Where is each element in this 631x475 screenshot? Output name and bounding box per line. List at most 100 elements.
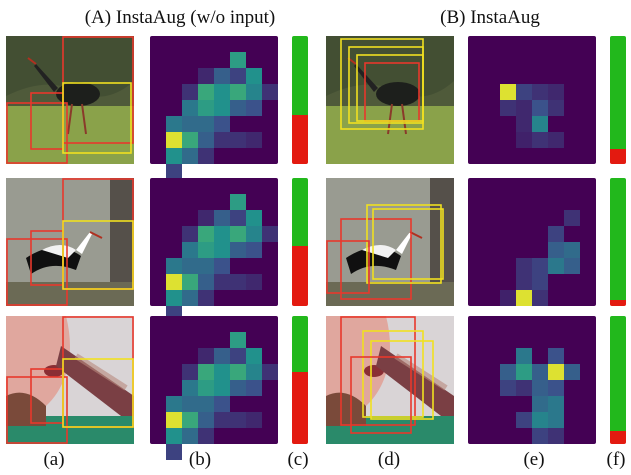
heatmap-cell xyxy=(182,132,198,148)
bar-red-segment xyxy=(292,115,308,164)
heatmap-cell xyxy=(166,274,182,290)
crop-box xyxy=(6,238,68,306)
column-label-d: (d) xyxy=(377,449,401,470)
heading-without-input: (A) InstaAug (w/o input) xyxy=(84,7,276,28)
heatmap-cell xyxy=(246,380,262,396)
heatmap-cell xyxy=(532,396,548,412)
crop-image-with-input-face-with-bottle xyxy=(326,316,454,444)
crop-box xyxy=(62,82,132,154)
heatmap-cell xyxy=(166,116,182,132)
heatmap-cell xyxy=(230,194,246,210)
heatmap-cell xyxy=(548,226,564,242)
heatmap-cell xyxy=(246,210,262,226)
crop-image-with-input-stork-in-flight xyxy=(326,178,454,306)
heatmap-cell xyxy=(214,274,230,290)
probability-bar-with-input xyxy=(610,316,626,444)
heatmap-cell xyxy=(198,226,214,242)
heatmap-cell xyxy=(532,412,548,428)
heatmap-cell xyxy=(548,100,564,116)
heatmap-cell xyxy=(516,364,532,380)
heatmap-cell xyxy=(214,380,230,396)
probability-bar-with-input xyxy=(610,36,626,164)
heatmap-without-input xyxy=(150,36,278,180)
heatmap-cell xyxy=(500,364,516,380)
heatmap-with-input xyxy=(468,36,596,164)
heatmap-cell xyxy=(532,132,548,148)
heatmap-cell xyxy=(182,380,198,396)
heatmap-cell xyxy=(182,242,198,258)
heatmap-cell xyxy=(214,68,230,84)
crop-box xyxy=(372,208,444,280)
heatmap-cell xyxy=(548,412,564,428)
heatmap-cell xyxy=(214,100,230,116)
crop-box xyxy=(340,316,416,426)
crop-box xyxy=(326,240,370,294)
heatmap-cell xyxy=(246,274,262,290)
heatmap-cell xyxy=(182,226,198,242)
heatmap-cell xyxy=(230,364,246,380)
heatmap-cell xyxy=(198,242,214,258)
heatmap-cell xyxy=(230,412,246,428)
heatmap-cell xyxy=(532,380,548,396)
heatmap-cell xyxy=(182,116,198,132)
heatmap-cell xyxy=(214,116,230,132)
heatmap-cell xyxy=(516,116,532,132)
heatmap-cell xyxy=(262,84,278,100)
heatmap-cell xyxy=(230,68,246,84)
heatmap-cell xyxy=(166,412,182,428)
heatmap-cell xyxy=(230,242,246,258)
bar-green-segment xyxy=(292,178,308,246)
bar-red-segment xyxy=(610,299,626,306)
heatmap-cell xyxy=(532,274,548,290)
heatmap-cell xyxy=(198,210,214,226)
heatmap-cell xyxy=(246,84,262,100)
heatmap-cell xyxy=(182,412,198,428)
crop-box xyxy=(350,356,412,434)
heatmap-cell xyxy=(166,164,182,180)
heatmap-cell xyxy=(214,242,230,258)
heatmap-cell xyxy=(246,100,262,116)
bar-green-segment xyxy=(292,36,308,116)
heatmap-cell xyxy=(532,84,548,100)
heatmap-cell xyxy=(532,258,548,274)
heatmap-cell xyxy=(198,68,214,84)
heatmap-cell xyxy=(214,364,230,380)
heatmap-cell xyxy=(182,274,198,290)
heatmap-with-input xyxy=(468,316,596,444)
probability-bar-without-input xyxy=(292,36,308,164)
crop-box xyxy=(6,376,68,444)
heatmap-cell xyxy=(564,242,580,258)
heatmap-cell xyxy=(214,84,230,100)
heatmap-cell xyxy=(166,290,182,306)
heatmap-cell xyxy=(214,132,230,148)
column-label-f: (f) xyxy=(606,449,626,470)
heatmap-cell xyxy=(198,380,214,396)
heatmap-cell xyxy=(198,348,214,364)
heatmap-cell xyxy=(516,412,532,428)
heatmap-cell xyxy=(246,412,262,428)
heatmap-cell xyxy=(246,68,262,84)
heatmap-cell xyxy=(182,290,198,306)
heatmap-cell xyxy=(198,396,214,412)
heatmap-cell xyxy=(182,396,198,412)
heatmap-cell xyxy=(214,412,230,428)
heatmap-cell xyxy=(532,116,548,132)
heatmap-cell xyxy=(166,258,182,274)
heatmap-cell xyxy=(516,380,532,396)
heatmap-cell xyxy=(548,348,564,364)
heatmap-cell xyxy=(230,380,246,396)
heatmap-cell xyxy=(548,242,564,258)
heatmap-cell xyxy=(500,100,516,116)
heatmap-cell xyxy=(198,116,214,132)
heatmap-cell xyxy=(564,364,580,380)
crop-box xyxy=(62,358,134,428)
probability-bar-with-input xyxy=(610,178,626,306)
heatmap-cell xyxy=(166,428,182,444)
heatmap-cell xyxy=(246,348,262,364)
heatmap-with-input xyxy=(468,178,596,306)
heatmap-cell xyxy=(230,132,246,148)
heatmap-cell xyxy=(230,274,246,290)
heatmap-cell xyxy=(230,100,246,116)
heatmap-cell xyxy=(532,364,548,380)
probability-bar-without-input xyxy=(292,178,308,306)
